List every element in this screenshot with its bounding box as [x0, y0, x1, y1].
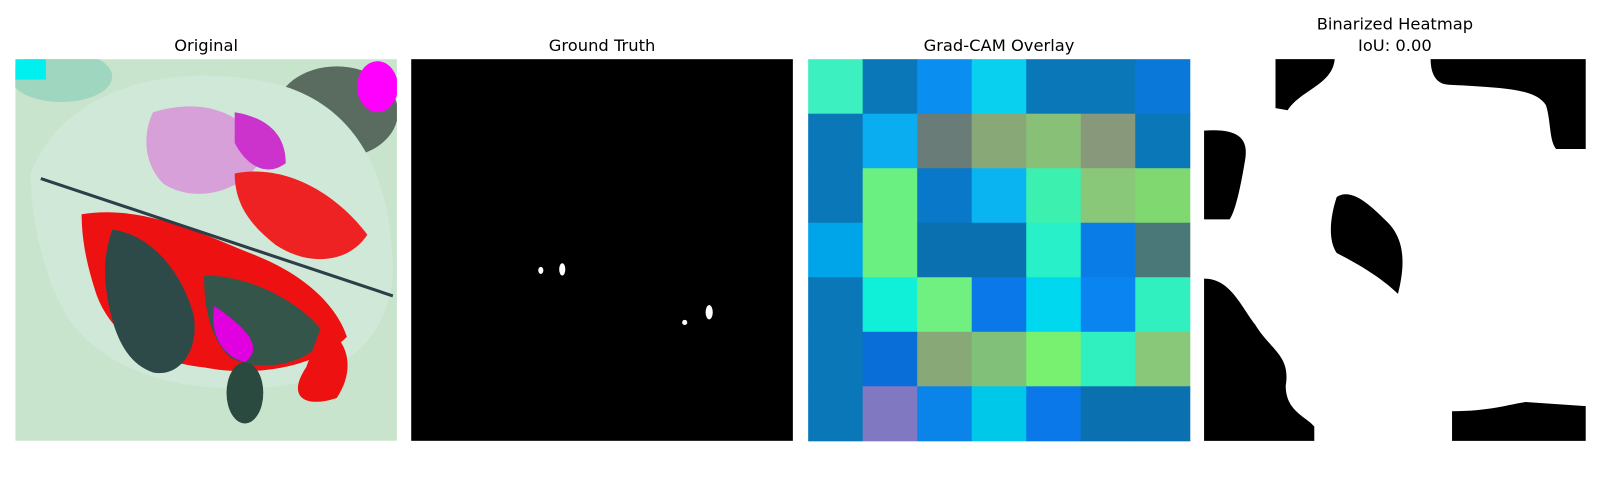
gradcam-cell: [1135, 113, 1191, 169]
gradcam-cell: [917, 113, 973, 169]
gradcam-cell: [1135, 386, 1191, 442]
gradcam-cell: [971, 386, 1027, 442]
gradcam-cell: [862, 222, 918, 278]
gradcam-cell: [862, 113, 918, 169]
gradcam-cell: [971, 277, 1027, 333]
gradcam-cell: [808, 113, 864, 169]
gradcam-cell: [1026, 222, 1082, 278]
ground-truth-image: [411, 59, 793, 441]
gradcam-cell: [917, 59, 973, 115]
original-image: [15, 59, 397, 441]
gradcam-cell: [971, 168, 1027, 224]
panel-title: Binarized Heatmap: [1317, 15, 1473, 34]
gradcam-cell: [1026, 386, 1082, 442]
gradcam-cell: [1026, 168, 1082, 224]
gradcam-cell: [971, 331, 1027, 387]
panel-title: IoU: 0.00: [1358, 36, 1432, 55]
gradcam-image: [808, 59, 1191, 442]
gradcam-cell: [808, 168, 864, 224]
gradcam-cell: [1080, 386, 1136, 442]
gradcam-cell: [1026, 277, 1082, 333]
gradcam-cell: [1135, 277, 1191, 333]
gradcam-cell: [917, 277, 973, 333]
gradcam-cell: [917, 222, 973, 278]
panel-title: Grad-CAM Overlay: [924, 36, 1075, 55]
gradcam-cell: [862, 168, 918, 224]
gradcam-cell: [808, 59, 864, 115]
gradcam-cell: [917, 331, 973, 387]
gradcam-cell: [808, 386, 864, 442]
gradcam-cell: [1026, 331, 1082, 387]
gradcam-cell: [971, 222, 1027, 278]
gradcam-cell: [1080, 222, 1136, 278]
gradcam-cell: [1080, 168, 1136, 224]
panel-title: Original: [174, 36, 238, 55]
gradcam-cell: [971, 113, 1027, 169]
gradcam-cell: [971, 59, 1027, 115]
gradcam-cell: [1026, 113, 1082, 169]
gradcam-cell: [808, 331, 864, 387]
gradcam-cell: [1080, 113, 1136, 169]
gradcam-cell: [862, 386, 918, 442]
gradcam-cell: [1026, 59, 1082, 115]
gradcam-cell: [1080, 331, 1136, 387]
gradcam-cell: [1080, 59, 1136, 115]
gradcam-cell: [1135, 222, 1191, 278]
panel-title: Ground Truth: [549, 36, 656, 55]
gradcam-cell: [1135, 168, 1191, 224]
gradcam-cell: [862, 331, 918, 387]
gradcam-cell: [808, 222, 864, 278]
gradcam-cell: [862, 277, 918, 333]
gradcam-cell: [917, 386, 973, 442]
gradcam-cell: [1080, 277, 1136, 333]
gradcam-cell: [917, 168, 973, 224]
gradcam-cell: [1135, 331, 1191, 387]
gradcam-cell: [1135, 59, 1191, 115]
gradcam-cell: [862, 59, 918, 115]
binarized-image: [1204, 59, 1586, 441]
gradcam-cell: [808, 277, 864, 333]
